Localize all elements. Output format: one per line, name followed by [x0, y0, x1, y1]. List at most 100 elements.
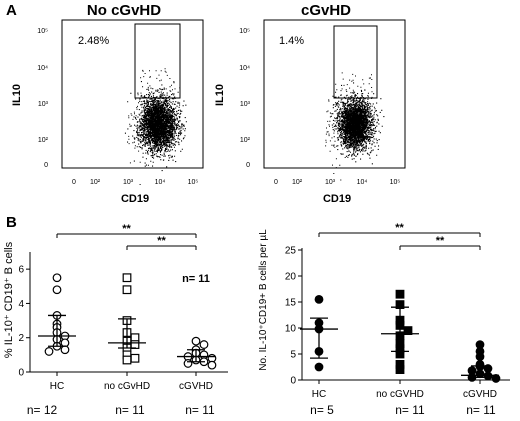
dot-plot-count: No. IL-10⁺CD19+ B cells per µL 0 5 10 15 20 2…: [258, 222, 510, 417]
x-tick-label: 0: [72, 179, 76, 186]
data-point: [44, 347, 54, 356]
flow-plot-title: cGvHD: [301, 2, 351, 19]
n-label: n= 11: [185, 403, 215, 417]
flow-plot-x-ticks: 0 10² 10³ 10⁴ 10⁵: [72, 179, 198, 186]
n-label: n= 11: [115, 403, 145, 417]
flow-plot-events: [124, 68, 187, 185]
n-labels: n= 12 n= 11 n= 11: [27, 403, 215, 417]
data-point: [52, 273, 62, 283]
flow-plot-ylabel: IL10: [214, 84, 226, 106]
category-label: cGVHD: [179, 381, 213, 392]
y-tick-label: 10: [285, 324, 297, 335]
data-point: [60, 345, 70, 355]
flow-plot-no-cgvhd: No cGvHD IL10 10⁵ 10⁴ 10³ 10² 0 0 10² 10…: [11, 2, 204, 205]
significance-label: **: [436, 235, 445, 247]
data-point: [395, 289, 405, 299]
n-labels: n= 5 n= 11 n= 11: [310, 403, 496, 417]
y-tick-label: 10²: [240, 137, 251, 144]
dot-plot-ylabel: % IL-10⁺ CD19⁺ B cells: [3, 241, 15, 358]
dot-plot-points: [38, 273, 217, 370]
flow-plot-y-ticks: 10⁵ 10⁴ 10³ 10² 0: [37, 28, 48, 169]
data-point: [52, 285, 62, 295]
category-label: no cGvHD: [104, 381, 150, 392]
data-point: [122, 285, 132, 295]
flow-gate: [333, 25, 378, 99]
data-point: [130, 340, 140, 349]
flow-plot-x-ticks: 0 10² 10³ 10⁴ 10⁵: [274, 179, 400, 186]
n-annotation: n= 11: [182, 273, 210, 285]
data-point: [183, 359, 193, 368]
data-point: [314, 295, 324, 304]
data-point: [207, 360, 217, 370]
category-label: HC: [50, 381, 64, 392]
y-tick-label: 20: [285, 272, 297, 283]
n-label: n= 12: [27, 403, 58, 417]
y-ticks: 0 5 10 15 20 25: [285, 246, 302, 387]
y-tick-label: 10⁴: [37, 65, 48, 72]
dot-plot-percentage: % IL-10⁺ CD19⁺ B cells 0 2 4 6 ** ** HC no cG…: [3, 223, 228, 417]
flow-plot-cgvhd: cGvHD IL10 10⁵ 10⁴ 10³ 10² 0 0 10² 10³ 1…: [214, 2, 406, 205]
event-density: [325, 72, 385, 181]
flow-plot-ylabel: IL10: [11, 84, 23, 106]
y-tick-label: 0: [246, 162, 250, 169]
data-point: [395, 365, 405, 374]
x-tick-label: 10⁴: [155, 179, 166, 186]
significance-label: **: [122, 223, 131, 235]
panel-b-label: B: [6, 214, 17, 231]
data-point: [130, 353, 140, 363]
x-tick-label: 10⁵: [188, 179, 199, 186]
significance-bars: ** **: [318, 222, 481, 250]
category-label: cGVHD: [463, 389, 497, 400]
data-point: [491, 374, 501, 383]
x-tick-label: 10³: [123, 179, 134, 186]
dot-plot-ylabel: No. IL-10⁺CD19+ B cells per µL: [258, 229, 269, 371]
y-tick-label: 10⁴: [239, 65, 250, 72]
n-label: n= 11: [466, 403, 496, 417]
y-tick-label: 4: [18, 299, 24, 310]
y-tick-label: 10⁵: [37, 28, 48, 35]
significance-bars: ** **: [56, 223, 197, 250]
event-density: [124, 68, 187, 185]
n-label: n= 11: [395, 403, 425, 417]
y-ticks: 0 2 4 6: [18, 265, 30, 379]
y-tick-label: 10⁵: [239, 28, 250, 35]
category-labels: HC no cGvHD cGVHD: [50, 372, 213, 392]
y-tick-label: 25: [285, 246, 297, 257]
data-point: [314, 362, 324, 372]
y-tick-label: 0: [290, 376, 296, 387]
y-tick-label: 15: [285, 298, 297, 309]
data-point: [191, 336, 201, 346]
x-tick-label: 10⁵: [390, 179, 401, 186]
data-point: [199, 340, 209, 349]
significance-label: **: [395, 222, 404, 234]
category-labels: HC no cGVHD cGVHD: [312, 380, 497, 400]
flow-plot-y-ticks: 10⁵ 10⁴ 10³ 10² 0: [239, 28, 250, 169]
y-tick-label: 10²: [38, 137, 49, 144]
panel-a-label: A: [6, 2, 17, 19]
flow-plot-title: No cGvHD: [87, 2, 161, 19]
data-point: [475, 352, 485, 362]
x-tick-label: 0: [274, 179, 278, 186]
flow-plot-frame: [263, 19, 406, 169]
y-tick-label: 2: [18, 333, 24, 344]
flow-plot-frame: [61, 19, 204, 169]
y-tick-label: 10³: [38, 101, 49, 108]
data-point: [403, 326, 413, 335]
gate-percentage: 1.4%: [279, 35, 304, 47]
y-tick-label: 5: [290, 350, 296, 361]
x-tick-label: 10²: [90, 179, 101, 186]
flow-gate: [134, 23, 181, 99]
flow-plot-xlabel: CD19: [121, 193, 149, 205]
n-label: n= 5: [310, 403, 334, 417]
y-tick-label: 0: [44, 162, 48, 169]
gate-percentage: 2.48%: [78, 35, 109, 47]
flow-plot-xlabel: CD19: [323, 193, 351, 205]
category-label: HC: [312, 389, 326, 400]
y-tick-label: 6: [18, 265, 24, 276]
category-label: no cGVHD: [376, 389, 424, 400]
x-tick-label: 10³: [325, 179, 336, 186]
x-tick-label: 10⁴: [357, 179, 368, 186]
flow-plot-events: [325, 72, 385, 181]
y-tick-label: 10³: [240, 101, 251, 108]
